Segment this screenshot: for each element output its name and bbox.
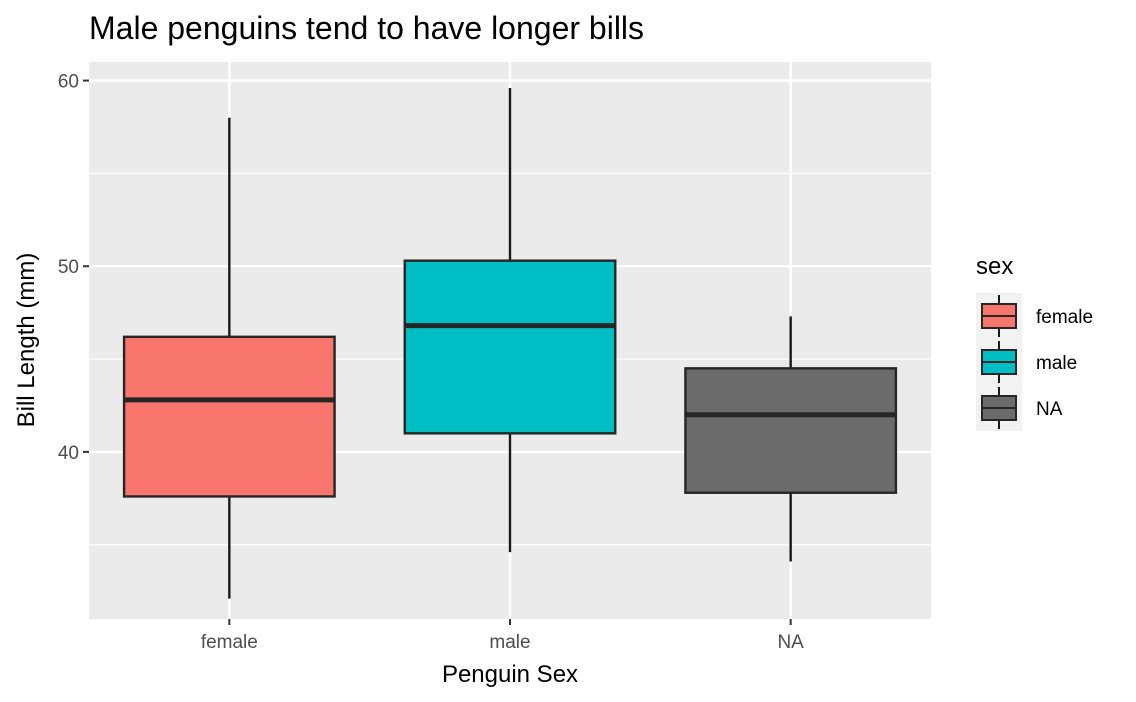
box-NA [684, 316, 898, 562]
legend-keys: female male NA [976, 293, 1093, 431]
box-male [403, 87, 617, 553]
box-body [684, 367, 898, 494]
legend-label: NA [1036, 399, 1063, 420]
legend-title: sex [976, 253, 1013, 280]
y-axis-title: Bill Length (mm) [13, 253, 40, 428]
legend-key-NA: NA [976, 385, 1063, 431]
y-tick-label: 60 [58, 72, 79, 93]
legend-key-male: male [976, 339, 1077, 385]
legend-label: female [1036, 307, 1093, 328]
legend: sex female male NA [976, 253, 1093, 431]
y-tick-label: 40 [58, 443, 79, 464]
y-axis-ticks: 40 50 60 [58, 72, 89, 464]
x-tick-label: NA [777, 632, 804, 653]
x-axis-ticks: female male NA [201, 619, 804, 653]
x-tick-label: male [489, 632, 530, 653]
legend-label: male [1036, 353, 1077, 374]
box-female [122, 117, 336, 599]
x-axis-title: Penguin Sex [442, 661, 578, 688]
chart-title: Male penguins tend to have longer bills [89, 10, 644, 46]
y-tick-label: 50 [58, 257, 79, 278]
box-body [122, 335, 336, 498]
x-tick-label: female [201, 632, 258, 653]
box-body [403, 259, 617, 435]
boxes [122, 87, 898, 599]
legend-key-female: female [976, 293, 1093, 339]
